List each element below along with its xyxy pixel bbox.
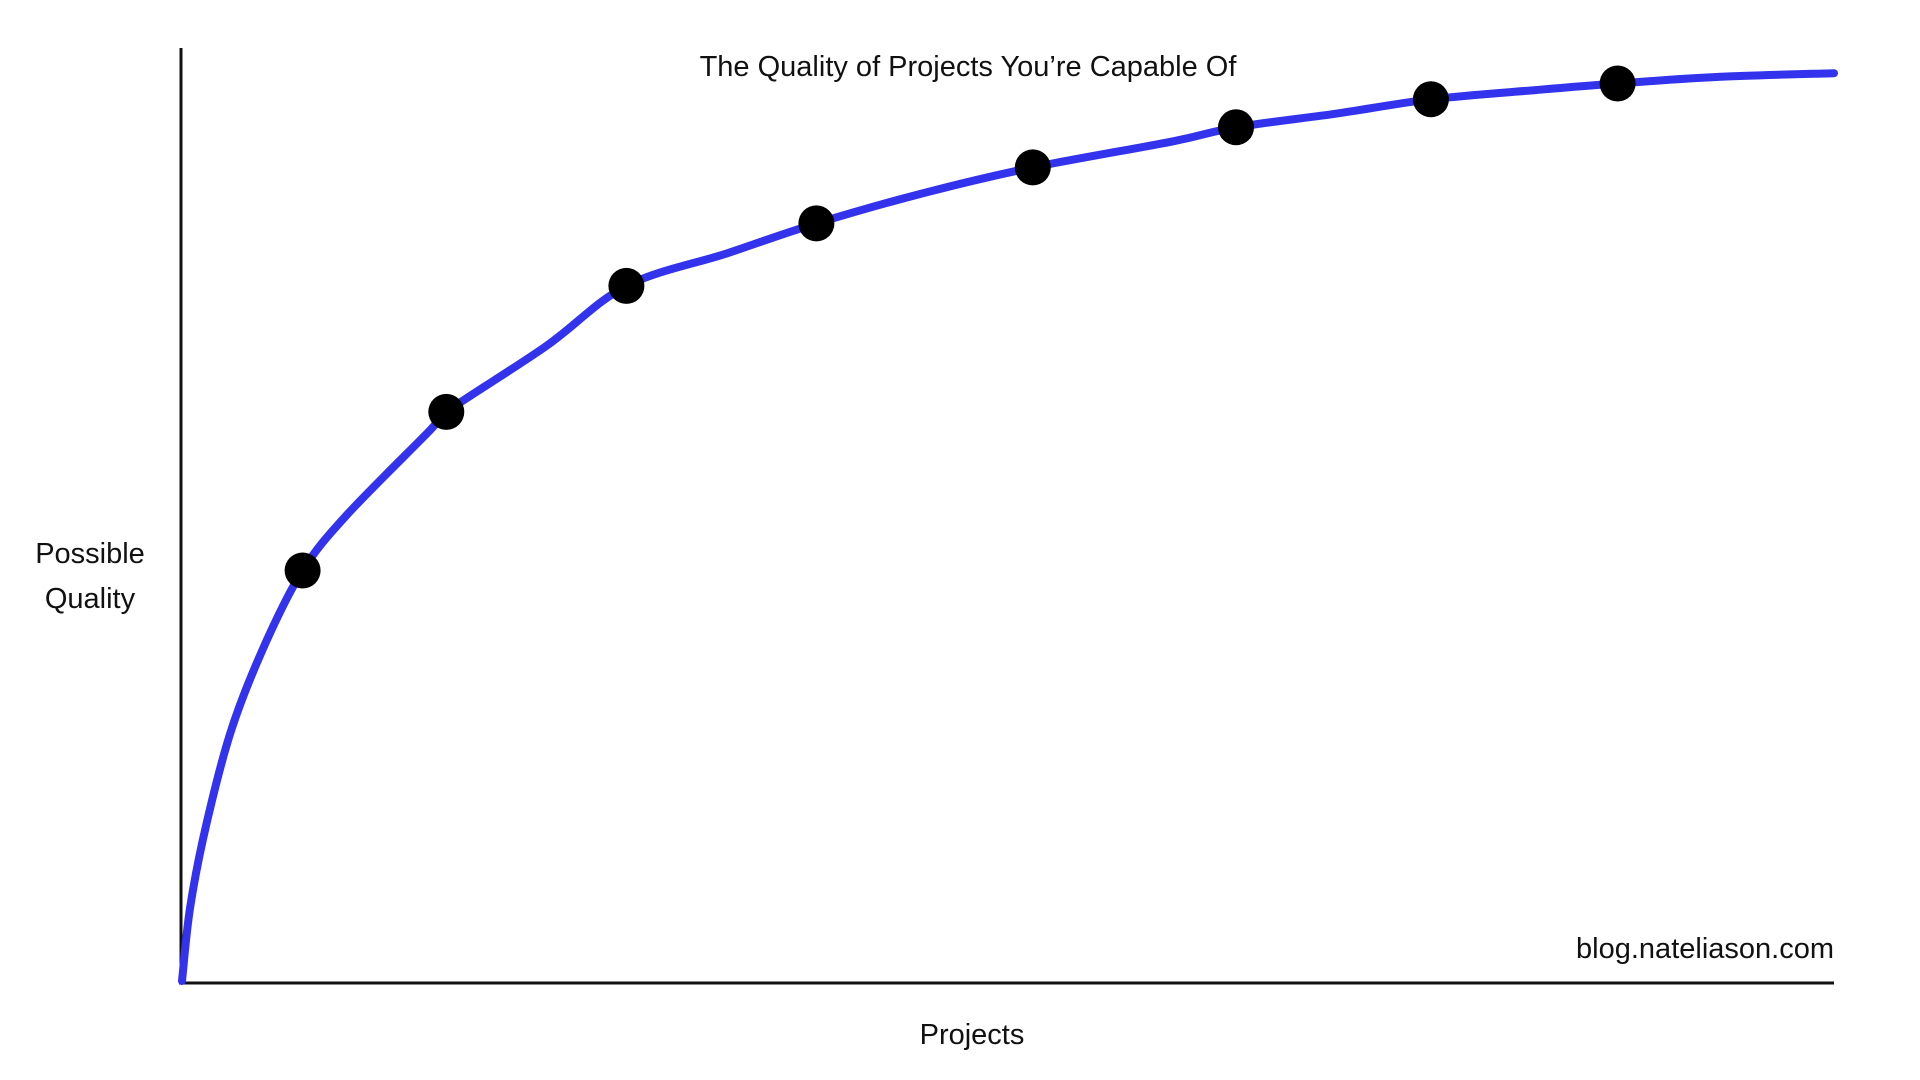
credit-text: blog.nateliason.com [1576,933,1834,965]
data-point-1 [284,552,321,589]
data-point-8 [1599,65,1636,102]
x-axis-label: Projects [920,1019,1025,1051]
chart-title: The Quality of Projects You’re Capable O… [700,51,1238,83]
series-layer [178,65,1838,985]
series-0-curve-line [178,69,1838,985]
data-point-6 [1218,109,1254,146]
data-point-7 [1412,81,1449,118]
data-point-2 [428,393,465,430]
y-axis-label-line-2: Quality [45,583,136,615]
y-axis-label-line-1: Possible [35,538,145,570]
data-point-3 [608,267,645,304]
data-point-4 [798,205,835,242]
data-point-5 [1014,149,1051,186]
